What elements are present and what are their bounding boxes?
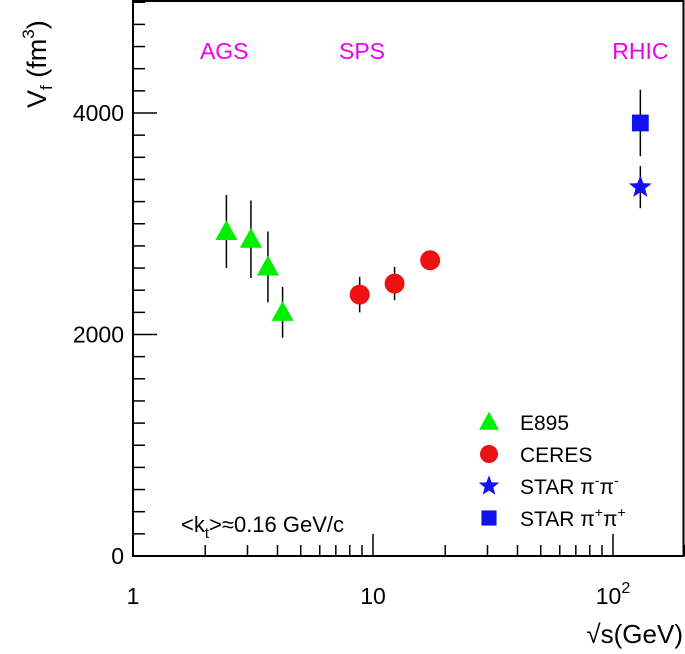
data-point-triangle [239, 227, 262, 248]
legend-label-superscript: + [595, 504, 603, 520]
y-axis: 0 2000 4000 Vf (fm3) [19, 1, 157, 569]
data-point-triangle [256, 255, 279, 276]
plot-frame [132, 0, 685, 557]
plot-border [132, 0, 685, 557]
x-tick-label-exponent: 2 [621, 580, 630, 597]
data-point-circle [349, 284, 370, 305]
kt-annotation-pre: <k [181, 512, 206, 537]
region-label: RHIC [612, 38, 668, 64]
y-tick-label: 4000 [73, 100, 124, 126]
x-axis-label: √s(GeV) [586, 619, 683, 649]
x-tick-label: 10 [360, 583, 386, 609]
data-point-circle [420, 250, 441, 271]
legend-marker-triangle [479, 411, 499, 430]
y-axis-label-main: V [22, 90, 52, 108]
legend-marker-star [478, 475, 500, 495]
data-point-star [628, 175, 652, 197]
y-tick-label: 0 [111, 543, 124, 569]
x-tick-label-base: 10 [596, 583, 622, 609]
y-axis-label-exponent: 3 [19, 29, 38, 38]
y-axis-label-unit: (fm [22, 39, 52, 86]
legend-label-superscript: + [617, 504, 625, 520]
legend-label: STAR π-π- [520, 472, 619, 499]
data-points [215, 114, 652, 321]
region-labels: AGS SPS RHIC [200, 38, 669, 64]
legend-label-part: STAR π [520, 508, 595, 531]
legend-label-part: π [599, 476, 614, 499]
legend-marker-square [481, 510, 497, 526]
legend-label-superscript: - [595, 472, 600, 488]
y-axis-label-subscript: f [37, 85, 56, 90]
data-point-circle [384, 273, 405, 294]
x-tick-label: 102 [596, 580, 631, 609]
x-tick-label-base: 1 [127, 583, 140, 609]
legend-label-part: CERES [520, 444, 592, 467]
data-point-square [631, 114, 649, 132]
legend-label-part: E895 [520, 412, 569, 435]
legend-label-part: π [603, 508, 618, 531]
x-tick-label: 1 [127, 583, 140, 609]
kt-annotation-post: >≈0.16 GeV/c [209, 512, 344, 537]
error-bars [225, 89, 642, 338]
x-axis: 1 10 102√s(GeV) [127, 534, 685, 649]
y-tick-label: 2000 [73, 322, 124, 348]
legend-label: E895 [520, 412, 569, 435]
legend-label-part: STAR π [520, 476, 595, 499]
region-label: AGS [200, 38, 249, 64]
legend-label-superscript: - [614, 472, 619, 488]
legend-label: CERES [520, 444, 592, 467]
legend-marker-circle [480, 445, 498, 463]
x-tick-label-base: 10 [360, 583, 386, 609]
data-point-triangle [215, 220, 238, 241]
region-label: SPS [339, 38, 385, 64]
legend-label: STAR π+π+ [520, 504, 626, 531]
y-axis-label-close: ) [22, 20, 52, 29]
data-point-triangle [271, 300, 294, 321]
y-axis-label: Vf (fm3) [19, 20, 56, 108]
annotation: <kt>≈0.16 GeV/c [181, 512, 344, 542]
kt-annotation-subscript: t [205, 525, 210, 542]
kt-annotation: <kt>≈0.16 GeV/c [181, 512, 344, 542]
